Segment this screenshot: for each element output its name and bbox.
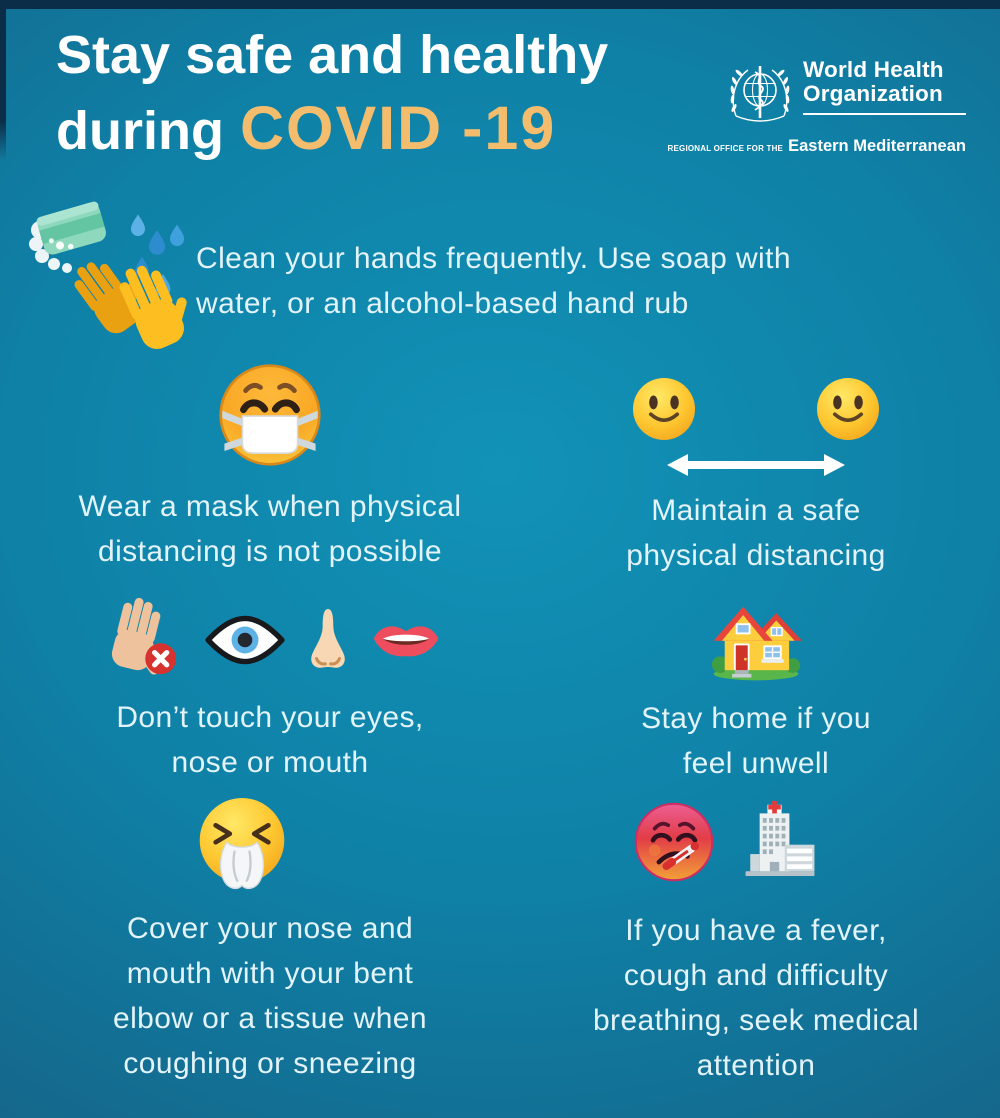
smiley-face-icon bbox=[816, 377, 880, 441]
tip-wear-mask-text: Wear a mask when physical distancing is … bbox=[79, 484, 462, 574]
tip-text-line: water, or an alcohol-based hand rub bbox=[196, 287, 689, 320]
tip-dont-touch-face-text: Don’t touch your eyes, nose or mouth bbox=[116, 695, 423, 785]
who-logo: World Health Organization REGIONAL OFFIC… bbox=[668, 57, 966, 156]
house-icon bbox=[711, 606, 802, 681]
tip-stay-home: Stay home if you feel unwell bbox=[540, 594, 972, 786]
tip-dont-touch-face: Don’t touch your eyes, nose or mouth bbox=[30, 597, 510, 785]
tip-clean-hands-text: Clean your hands frequently. Use soap wi… bbox=[196, 236, 940, 326]
no-touch-hand-icon bbox=[111, 597, 177, 675]
who-name-line2: Organization bbox=[803, 81, 943, 107]
smiley-row bbox=[631, 376, 881, 442]
who-region: REGIONAL OFFICE FOR THE Eastern Mediterr… bbox=[668, 137, 966, 156]
hospital-icon bbox=[745, 800, 815, 876]
poster-title: Stay safe and healthy during COVID -19 bbox=[56, 28, 608, 159]
tip-text-line: Cover your nose and bbox=[126, 912, 414, 945]
tip-text-line: Wear a mask when physical bbox=[78, 490, 462, 523]
tip-seek-medical: If you have a fever, cough and difficult… bbox=[540, 796, 972, 1088]
smiley-face-icon bbox=[632, 377, 696, 441]
title-line2: during COVID -19 bbox=[56, 98, 608, 159]
mouth-icon bbox=[373, 626, 439, 657]
tip-text-line: Stay home if you bbox=[641, 702, 871, 735]
left-border bbox=[0, 0, 6, 160]
who-emblem-icon bbox=[730, 66, 790, 122]
who-name-line1: World Health bbox=[803, 57, 944, 82]
tip-stay-home-text: Stay home if you feel unwell bbox=[641, 696, 871, 786]
tip-text-line: attention bbox=[696, 1049, 816, 1082]
tip-cover-sneeze-text: Cover your nose and mouth with your bent… bbox=[113, 906, 427, 1086]
title-line2-prefix: during bbox=[56, 101, 224, 161]
tip-text-line: Don’t touch your eyes, bbox=[116, 701, 424, 734]
tip-text-line: cough and difficulty bbox=[623, 959, 889, 992]
tip-text-line: physical distancing bbox=[626, 539, 886, 572]
tip-text-line: breathing, seek medical bbox=[592, 1004, 920, 1037]
who-region-name: Eastern Mediterranean bbox=[788, 137, 966, 155]
tip-physical-distancing: Maintain a safe physical distancing bbox=[540, 376, 972, 578]
masked-face-icon bbox=[219, 364, 321, 466]
tip-text-line: mouth with your bent bbox=[126, 957, 414, 990]
washing-hands-icon bbox=[29, 201, 202, 355]
who-name: World Health Organization bbox=[803, 57, 966, 115]
title-covid-highlight: COVID -19 bbox=[239, 94, 557, 162]
distance-arrow-icon bbox=[667, 454, 845, 476]
title-line1: Stay safe and healthy bbox=[56, 25, 609, 85]
fever-icons-row bbox=[632, 796, 816, 884]
tip-text-line: If you have a fever, bbox=[625, 914, 887, 947]
face-parts-row bbox=[99, 597, 441, 682]
clapping-hands bbox=[67, 245, 202, 355]
fever-face-icon bbox=[634, 802, 714, 882]
nose-icon bbox=[311, 609, 345, 668]
tip-text-line: elbow or a tissue when bbox=[113, 1002, 427, 1035]
tip-seek-medical-text: If you have a fever, cough and difficult… bbox=[593, 908, 919, 1088]
who-region-prefix: REGIONAL OFFICE FOR THE bbox=[667, 144, 784, 153]
tip-text-line: distancing is not possible bbox=[98, 535, 442, 568]
sneezing-face-icon bbox=[199, 798, 285, 890]
tip-text-line: Maintain a safe bbox=[651, 494, 861, 527]
tip-text-line: coughing or sneezing bbox=[123, 1047, 417, 1080]
eye-icon bbox=[205, 615, 285, 665]
tip-cover-sneeze: Cover your nose and mouth with your bent… bbox=[30, 796, 510, 1086]
soap-icon bbox=[36, 201, 106, 255]
tip-clean-hands: Clean your hands frequently. Use soap wi… bbox=[29, 196, 940, 364]
tip-wear-mask: Wear a mask when physical distancing is … bbox=[30, 362, 510, 574]
tip-physical-distancing-text: Maintain a safe physical distancing bbox=[626, 488, 885, 578]
tip-text-line: nose or mouth bbox=[171, 746, 369, 779]
who-logo-top: World Health Organization bbox=[724, 57, 966, 132]
tip-text-line: feel unwell bbox=[682, 747, 830, 780]
top-border bbox=[0, 0, 1000, 9]
tip-text-line: Clean your hands frequently. Use soap wi… bbox=[196, 242, 791, 275]
